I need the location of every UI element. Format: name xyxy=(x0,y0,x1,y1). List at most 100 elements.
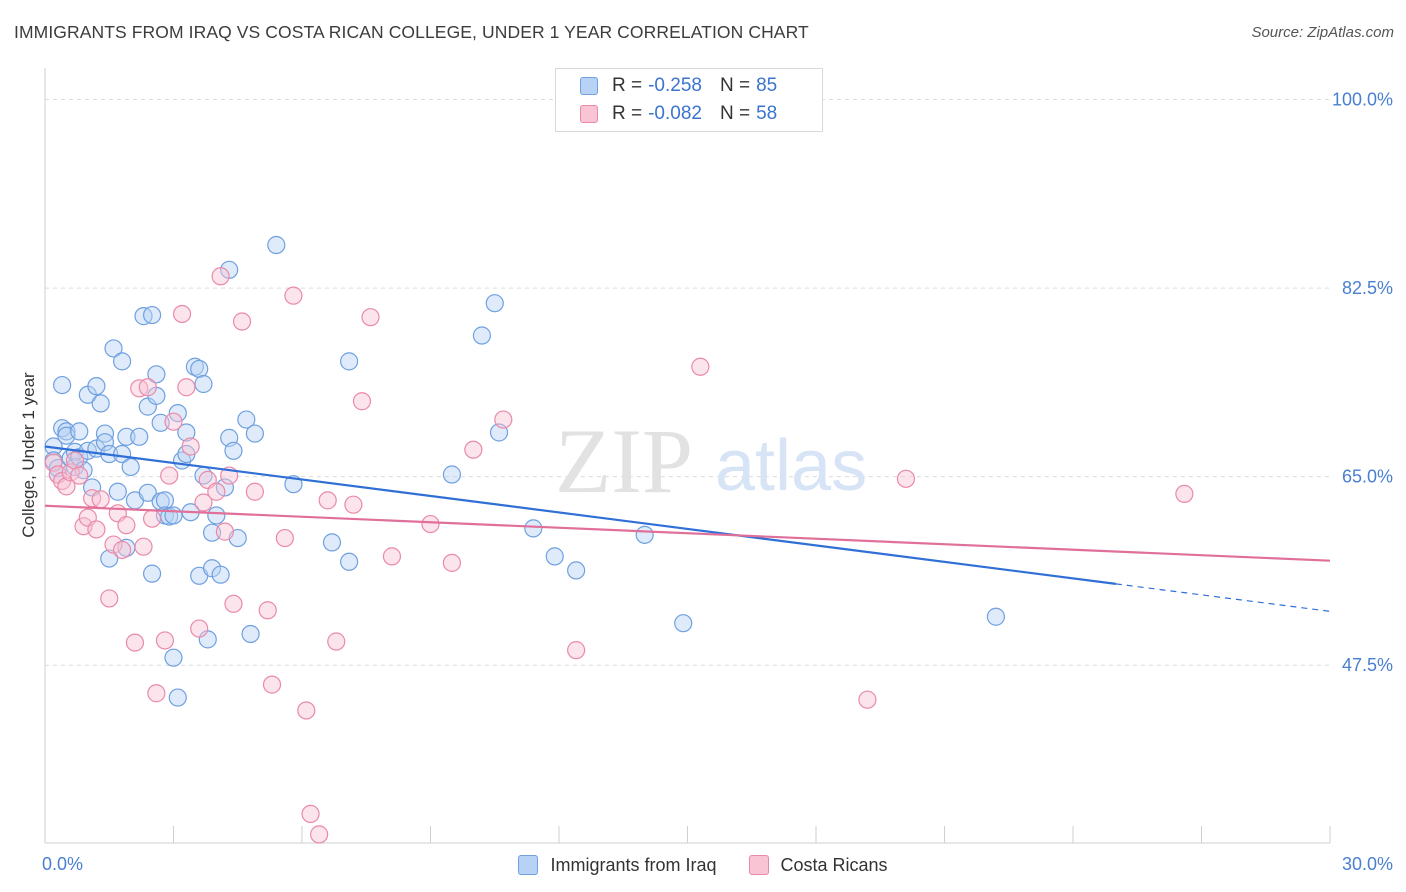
point-costa-rica xyxy=(567,641,586,660)
point-iraq xyxy=(168,688,187,707)
legend-n-label: N = xyxy=(719,75,751,96)
point-iraq xyxy=(177,423,196,442)
point-iraq xyxy=(567,561,586,580)
point-costa-rica xyxy=(262,675,282,694)
point-costa-rica xyxy=(232,312,252,331)
point-costa-rica xyxy=(138,378,157,397)
x-tick-label-min: 0.0% xyxy=(42,854,83,874)
point-iraq xyxy=(340,352,359,371)
source-credit: Source: ZipAtlas.com xyxy=(1251,24,1394,41)
point-costa-rica xyxy=(327,632,346,651)
point-iraq xyxy=(138,483,157,502)
point-iraq xyxy=(70,422,89,441)
watermark-zip: ZIP xyxy=(555,410,693,512)
point-iraq xyxy=(986,607,1006,626)
point-costa-rica xyxy=(275,528,294,548)
point-costa-rica xyxy=(211,267,230,286)
point-costa-rica xyxy=(382,547,402,566)
point-iraq xyxy=(245,424,264,443)
point-iraq xyxy=(211,565,230,584)
legend-n-label: N = xyxy=(719,103,751,124)
legend-r-label: R = xyxy=(612,75,643,96)
point-iraq xyxy=(164,648,183,667)
y-tick-label: 82.5% xyxy=(1342,278,1393,298)
point-costa-rica xyxy=(70,466,89,485)
gridlines xyxy=(45,99,1330,666)
trend-line-costa-rica xyxy=(44,504,1331,562)
series-legend-iraq[interactable]: Immigrants from Iraq xyxy=(518,854,717,876)
point-costa-rica xyxy=(91,490,110,509)
series-legend: Immigrants from Iraq Costa Ricans xyxy=(0,852,1406,878)
data-points xyxy=(44,235,1194,844)
point-iraq xyxy=(53,375,72,395)
point-iraq xyxy=(267,235,286,255)
point-costa-rica xyxy=(224,594,243,613)
point-costa-rica xyxy=(164,412,183,431)
point-costa-rica xyxy=(442,553,462,572)
point-iraq xyxy=(142,305,162,325)
x-tick-labels: 0.0% 30.0% xyxy=(42,854,1393,874)
point-costa-rica xyxy=(87,520,106,539)
point-iraq xyxy=(674,614,693,633)
point-costa-rica xyxy=(421,514,440,534)
point-iraq xyxy=(104,339,123,358)
point-iraq xyxy=(121,457,140,477)
series-swatch-pink xyxy=(748,855,769,875)
point-iraq xyxy=(91,394,110,413)
point-costa-rica xyxy=(691,357,710,376)
y-tick-label: 100.0% xyxy=(1332,90,1393,110)
point-costa-rica xyxy=(147,684,166,703)
point-iraq xyxy=(151,413,170,432)
y-tick-label: 65.0% xyxy=(1342,467,1393,487)
series-name-costa-rica: Costa Ricans xyxy=(780,854,888,875)
point-iraq xyxy=(215,478,234,497)
correlation-legend: R = -0.258 N = 85 R = -0.082 N = 58 xyxy=(555,68,823,132)
legend-row-costa-rica: R = -0.082 N = 58 xyxy=(580,101,777,127)
point-iraq xyxy=(190,359,209,379)
series-legend-costa-rica[interactable]: Costa Ricans xyxy=(748,854,888,876)
point-costa-rica xyxy=(117,516,136,535)
point-iraq xyxy=(485,294,504,313)
series-name-iraq: Immigrants from Iraq xyxy=(550,854,717,875)
trend-line-iraq xyxy=(44,445,1116,585)
point-costa-rica xyxy=(155,631,175,650)
point-costa-rica xyxy=(245,482,264,501)
point-iraq xyxy=(117,427,136,446)
point-iraq xyxy=(95,433,115,452)
legend-swatch-blue xyxy=(580,77,598,95)
point-costa-rica xyxy=(134,537,153,556)
point-costa-rica xyxy=(112,540,132,560)
watermark-atlas: atlas xyxy=(715,426,867,506)
point-costa-rica xyxy=(207,482,226,501)
point-iraq xyxy=(87,377,106,396)
point-costa-rica xyxy=(125,633,145,652)
point-costa-rica xyxy=(284,286,303,305)
point-iraq xyxy=(241,624,260,644)
point-costa-rica xyxy=(194,493,213,512)
point-costa-rica xyxy=(318,491,337,510)
y-tick-labels: 47.5% 65.0% 82.5% 100.0% xyxy=(1332,90,1393,676)
point-iraq xyxy=(155,491,175,510)
point-iraq xyxy=(545,547,564,566)
point-iraq xyxy=(57,422,76,441)
y-tick-label: 47.5% xyxy=(1342,655,1393,675)
point-iraq xyxy=(194,374,213,394)
point-costa-rica xyxy=(361,308,380,327)
trend-lines xyxy=(44,445,1331,612)
point-costa-rica xyxy=(1175,484,1194,504)
point-iraq xyxy=(472,326,491,345)
point-costa-rica xyxy=(297,701,316,720)
point-costa-rica xyxy=(896,469,916,488)
point-iraq xyxy=(168,403,187,423)
point-iraq xyxy=(207,506,226,525)
series-swatch-blue xyxy=(518,855,539,875)
point-costa-rica xyxy=(301,804,320,824)
legend-row-iraq: R = -0.258 N = 85 xyxy=(580,73,777,99)
point-costa-rica xyxy=(65,451,85,470)
legend-n-value-iraq: 85 xyxy=(756,75,778,96)
point-costa-rica xyxy=(258,601,277,620)
legend-r-value-costa-rica: -0.082 xyxy=(648,103,702,124)
point-costa-rica xyxy=(177,378,196,397)
axes xyxy=(44,68,1331,844)
